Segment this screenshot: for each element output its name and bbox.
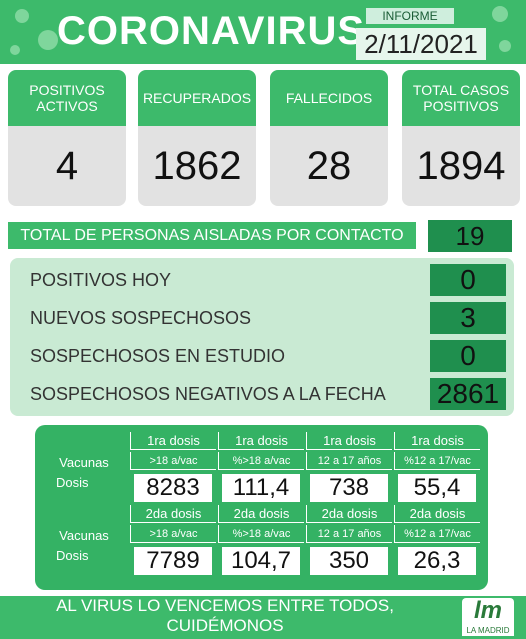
column-label: %12 a 17/vac: [394, 525, 480, 543]
row-label: Vacunas: [59, 527, 109, 543]
card-header: FALLECIDOS: [270, 70, 388, 126]
dose-value: 104,7: [222, 547, 300, 575]
column-label: %12 a 17/vac: [394, 452, 480, 470]
card-value: 1894: [402, 126, 520, 206]
dose-value: 26,3: [398, 547, 476, 575]
dose-label: 1ra dosis: [130, 432, 216, 450]
row-label: Dosis: [56, 547, 89, 563]
status-label: SOSPECHOSOS NEGATIVOS A LA FECHA: [30, 383, 386, 404]
logo-text: LA MADRID: [462, 624, 514, 636]
row-label: Dosis: [56, 474, 89, 490]
card-value: 4: [8, 126, 126, 206]
card-header: TOTAL CASOS POSITIVOS: [402, 70, 520, 126]
card-header: POSITIVOS ACTIVOS: [8, 70, 126, 126]
status-value: 2861: [430, 378, 506, 410]
dose-value: 738: [310, 474, 388, 502]
dose-label: 2da dosis: [306, 505, 392, 523]
card-value: 28: [270, 126, 388, 206]
row-label: Vacunas: [59, 454, 109, 470]
report-label: INFORME: [366, 8, 454, 24]
column-label: %>18 a/vac: [218, 452, 304, 470]
status-value: 3: [430, 302, 506, 334]
dose-label: 1ra dosis: [306, 432, 392, 450]
dose-value: 350: [310, 547, 388, 575]
dose-value: 111,4: [222, 474, 300, 502]
column-label: 12 a 17 años: [306, 452, 392, 470]
column-label: 12 a 17 años: [306, 525, 392, 543]
slogan: AL VIRUS LO VENCEMOS ENTRE TODOS, CUIDÉM…: [56, 596, 394, 635]
dose-label: 1ra dosis: [218, 432, 304, 450]
dose-label: 2da dosis: [130, 505, 216, 523]
status-label: SOSPECHOSOS EN ESTUDIO: [30, 345, 286, 366]
virus-icons: [10, 6, 511, 55]
isolated-label: TOTAL DE PERSONAS AISLADAS POR CONTACTO: [8, 222, 416, 249]
status-value: 0: [430, 264, 506, 296]
dose-value: 8283: [134, 474, 212, 502]
dose-value: 55,4: [398, 474, 476, 502]
column-label: >18 a/vac: [130, 452, 216, 470]
footer-band: [0, 596, 526, 639]
status-label: NUEVOS SOSPECHOSOS: [30, 307, 252, 328]
card-header: RECUPERADOS: [138, 70, 256, 126]
title: CORONAVIRUS: [56, 8, 366, 53]
column-label: >18 a/vac: [130, 525, 216, 543]
logo-mark: lm: [462, 597, 514, 624]
dose-label: 1ra dosis: [394, 432, 480, 450]
status-value: 0: [430, 340, 506, 372]
card-value: 1862: [138, 126, 256, 206]
status-label: POSITIVOS HOY: [30, 269, 172, 290]
dose-label: 2da dosis: [218, 505, 304, 523]
dose-value: 7789: [134, 547, 212, 575]
isolated-value: 19: [428, 220, 512, 252]
column-label: %>18 a/vac: [218, 525, 304, 543]
dose-label: 2da dosis: [394, 505, 480, 523]
date: 2/11/2021: [356, 28, 486, 60]
